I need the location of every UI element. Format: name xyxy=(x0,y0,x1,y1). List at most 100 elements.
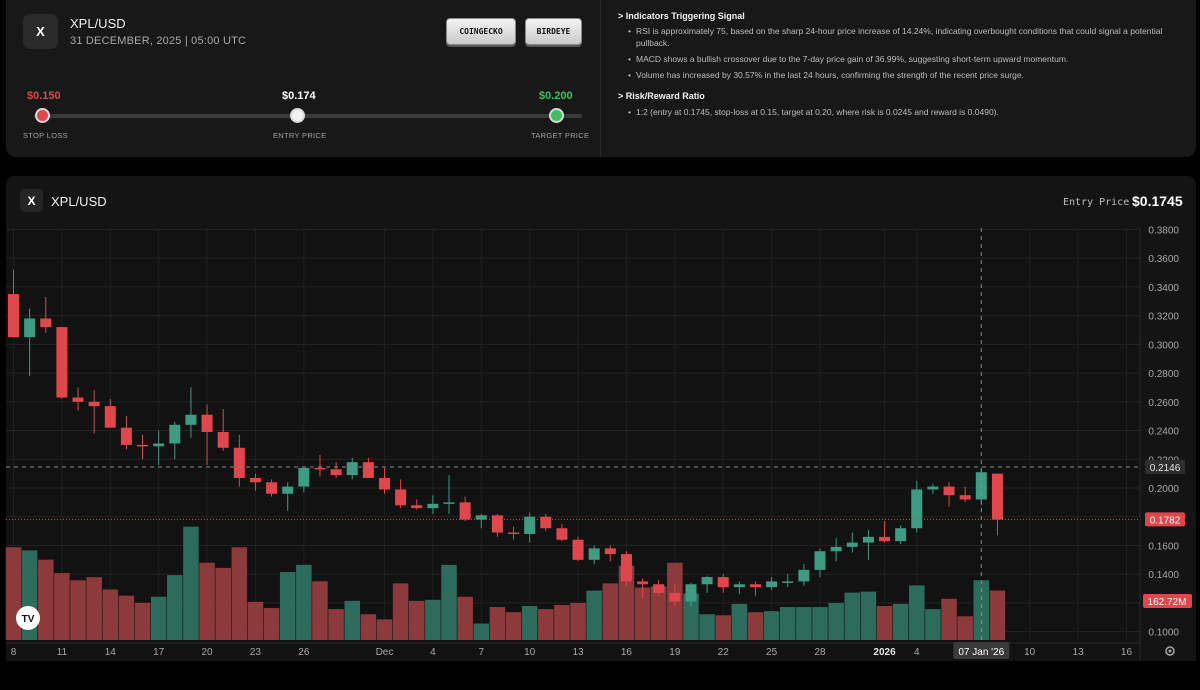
candle-body xyxy=(153,443,165,447)
volume-bar xyxy=(779,607,796,640)
volume-bar xyxy=(570,602,586,640)
tradingview-logo-icon xyxy=(16,606,40,630)
candle-body xyxy=(475,515,487,520)
crosshair-date-label: 07 Jan '26 xyxy=(958,647,1004,658)
entry-price-label: ENTRY PRICE xyxy=(273,131,327,140)
chart-entry-price: $0.1745 xyxy=(1132,193,1183,209)
x-tick-label: 16 xyxy=(621,647,633,658)
volume-bar xyxy=(957,616,973,640)
pair-title: XPL/USD xyxy=(70,16,126,31)
risk-reward-item: 1:2 (entry at 0.1745, stop-loss at 0.15,… xyxy=(628,106,1183,118)
y-tick-label: 0.2600 xyxy=(1148,398,1179,409)
volume-bar xyxy=(489,607,506,640)
candle-body xyxy=(233,447,245,478)
x-tick-label: 7 xyxy=(478,647,484,658)
volume-bar xyxy=(199,562,215,640)
volume-tag xyxy=(1143,594,1192,608)
volume-bar xyxy=(747,612,764,640)
candle-body xyxy=(24,318,36,338)
volume-bar xyxy=(586,590,602,640)
candle-body xyxy=(249,477,261,483)
card-divider xyxy=(600,0,601,157)
crosshair-price-tag xyxy=(1145,460,1185,475)
volume-bar xyxy=(231,547,248,640)
volume-bar xyxy=(650,586,667,640)
volume-bar xyxy=(521,606,538,640)
candle-body xyxy=(637,581,649,585)
volume-bar xyxy=(328,609,344,640)
stop-loss-label: STOP LOSS xyxy=(23,131,68,140)
y-tick-label: 0.3400 xyxy=(1148,283,1179,294)
signal-datetime: 31 DECEMBER, 2025 | 05:00 UTC xyxy=(70,35,247,47)
indicator-item: RSI is approximately 75, based on the sh… xyxy=(628,25,1183,49)
candle-body xyxy=(685,584,697,602)
volume-bar xyxy=(102,589,119,640)
candle-body xyxy=(72,397,84,402)
x-tick-label: 2026 xyxy=(873,647,896,658)
x-tick-label: 4 xyxy=(430,647,436,658)
volume-bar xyxy=(538,609,554,640)
x-tick-label: 4 xyxy=(914,647,920,658)
candle-body xyxy=(830,546,842,552)
candle-body xyxy=(169,424,181,444)
y-tick-label: 0.2800 xyxy=(1148,369,1179,380)
coingecko-button[interactable]: COINGECKO xyxy=(446,18,516,45)
candle-body xyxy=(556,528,568,540)
y-tick-label: 0.2000 xyxy=(1148,484,1179,495)
candle-body xyxy=(266,482,278,494)
candle-body xyxy=(362,462,374,478)
y-tick-label: 0.2400 xyxy=(1148,427,1179,438)
x-tick-label: 10 xyxy=(524,647,536,658)
target-price-marker xyxy=(549,108,564,123)
indicator-item: Volume has increased by 30.57% in the la… xyxy=(628,69,1183,81)
candle-body xyxy=(653,584,665,593)
entry-price-value: $0.174 xyxy=(282,90,316,102)
candle-body xyxy=(201,414,213,432)
x-tick-label: Dec xyxy=(376,647,394,658)
volume-bar xyxy=(167,575,183,640)
volume-bar xyxy=(844,592,861,640)
x-tick-label: 17 xyxy=(153,647,165,658)
candle-body xyxy=(330,469,342,476)
current-price-label: 0.1782 xyxy=(1150,515,1181,526)
settings-gear-icon xyxy=(1165,646,1175,656)
candle-body xyxy=(459,502,471,520)
y-tick-label: 0.3200 xyxy=(1148,312,1179,323)
volume-bar xyxy=(973,580,990,640)
volume-bar xyxy=(796,607,812,640)
volume-bar xyxy=(699,614,715,640)
candle-body xyxy=(862,536,874,543)
y-tick-label: 0.1000 xyxy=(1148,628,1179,639)
volume-bar xyxy=(892,603,909,640)
candle-body xyxy=(217,431,229,448)
candle-body xyxy=(895,528,907,542)
volume-bar xyxy=(683,593,699,640)
candle-body xyxy=(717,577,729,588)
volume-bar xyxy=(344,600,360,640)
candle-body xyxy=(346,462,358,476)
candle-body xyxy=(104,406,116,428)
volume-bar xyxy=(54,573,70,640)
volume-bar xyxy=(941,598,957,640)
volume-bar xyxy=(473,623,490,640)
candle-body xyxy=(137,444,149,447)
birdeye-button[interactable]: BIRDEYE xyxy=(525,18,582,45)
candle-body xyxy=(879,536,891,542)
candle-body xyxy=(588,548,600,560)
tradingview-logo-glyph: TV xyxy=(22,614,35,625)
current-price-tag xyxy=(1145,512,1185,527)
chart-pair-title: XPL/USD xyxy=(51,194,107,209)
volume-bar xyxy=(408,600,425,640)
volume-value-label: 162.72M xyxy=(1148,597,1187,608)
crosshair-price-label: 0.2146 xyxy=(1150,463,1181,474)
x-tick-label: 20 xyxy=(201,647,213,658)
candle-body xyxy=(991,473,1003,520)
volume-bar xyxy=(812,607,828,640)
volume-bar xyxy=(505,612,522,640)
x-tick-label: 8 xyxy=(11,647,17,658)
candle-body xyxy=(959,495,971,500)
entry-price-marker xyxy=(290,108,305,123)
x-tick-label: 26 xyxy=(298,647,310,658)
indicators-heading: > Indicators Triggering Signal xyxy=(618,11,745,21)
